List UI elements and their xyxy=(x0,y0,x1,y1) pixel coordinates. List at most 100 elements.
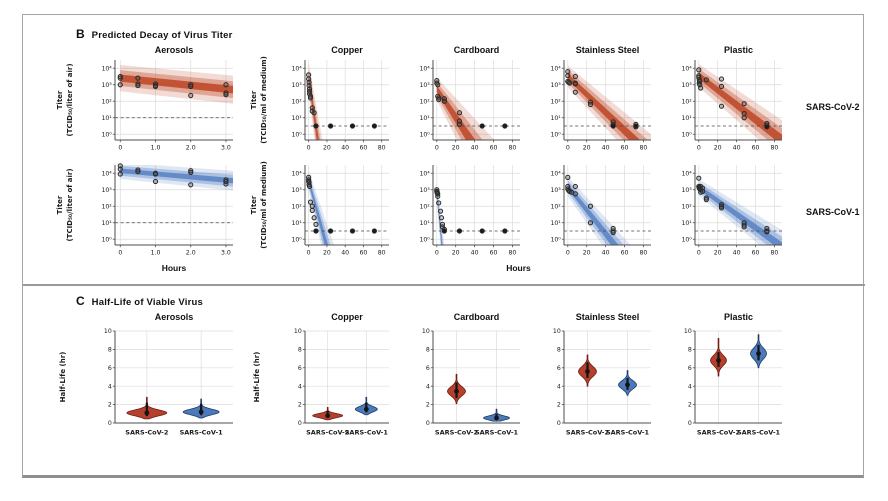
decay-plot-sars-cov-2-aerosols: 10⁰ 10¹ 10² 10³ 10⁴ 0 1.0 2.0 3.0 Titer (TCID₅₀/li… xyxy=(53,56,241,158)
svg-text:Half-Life (hr): Half-Life (hr) xyxy=(59,352,67,403)
svg-text:4: 4 xyxy=(426,383,430,390)
decay-plot-sars-cov-1-copper: 10⁰ 10¹ 10² 10³ 10⁴ 0 20 40 60 80 Titer (TCID₅₀/ml … xyxy=(247,161,397,263)
svg-text:10³: 10³ xyxy=(550,187,561,194)
svg-text:60: 60 xyxy=(490,145,498,152)
svg-text:10¹: 10¹ xyxy=(101,220,112,227)
svg-text:60: 60 xyxy=(359,250,367,257)
violin-chart-svg: SARS-CoV-2 SARS-CoV-1 0 2 4 6 8 10 Half-Life (hr… xyxy=(59,328,233,437)
svg-text:10¹: 10¹ xyxy=(291,220,302,227)
svg-text:20: 20 xyxy=(583,145,591,152)
svg-text:10²: 10² xyxy=(681,98,692,105)
svg-text:60: 60 xyxy=(752,250,760,257)
decay-plot-sars-cov-1-aerosols: 10⁰ 10¹ 10² 10³ 10⁴ 0 1.0 2.0 3.0 Titer (TCID₅₀/li… xyxy=(53,161,241,263)
svg-text:60: 60 xyxy=(490,250,498,257)
svg-text:60: 60 xyxy=(752,145,760,152)
decay-plot-sars-cov-2-cardboard: 10⁰ 10¹ 10² 10³ 10⁴ 0 20 40 60 80 xyxy=(403,56,528,158)
svg-text:8: 8 xyxy=(108,347,112,354)
decay-chart-svg: 10⁰ 10¹ 10² 10³ 10⁴ 0 20 40 60 80 xyxy=(681,60,782,152)
svg-text:Titer: Titer xyxy=(56,90,64,109)
svg-text:10: 10 xyxy=(294,328,302,335)
svg-text:SARS-CoV-1: SARS-CoV-1 xyxy=(475,429,519,437)
svg-text:10²: 10² xyxy=(101,98,112,105)
svg-text:10¹: 10¹ xyxy=(681,220,692,227)
decay-chart-svg: 10⁰ 10¹ 10² 10³ 10⁴ 0 20 40 60 80 Titer (TCID₅₀/ml … xyxy=(250,56,389,152)
panel-c-column-titles: Aerosols Copper Cardboard Stainless Stee… xyxy=(53,312,863,323)
panel-b-column-titles: Aerosols Copper Cardboard Stainless Stee… xyxy=(53,45,863,56)
decay-plot-sars-cov-2-copper: 10⁰ 10¹ 10² 10³ 10⁴ 0 20 40 60 80 Titer (TCID₅₀/ml … xyxy=(247,56,397,158)
svg-text:10⁰: 10⁰ xyxy=(550,131,561,138)
svg-text:20: 20 xyxy=(452,250,460,257)
decay-chart-svg: 10⁰ 10¹ 10² 10³ 10⁴ 0 1.0 2.0 3.0 Titer (TCID₅₀/li… xyxy=(56,60,233,152)
decay-plot-sars-cov-1-plastic: 10⁰ 10¹ 10² 10³ 10⁴ 0 20 40 60 80 xyxy=(665,161,790,263)
svg-text:4: 4 xyxy=(557,383,561,390)
svg-text:10⁰: 10⁰ xyxy=(419,131,430,138)
svg-text:10³: 10³ xyxy=(550,82,561,89)
svg-text:6: 6 xyxy=(688,365,692,372)
svg-text:10⁴: 10⁴ xyxy=(101,170,112,177)
svg-text:2: 2 xyxy=(426,402,430,409)
svg-text:SARS-CoV-1: SARS-CoV-1 xyxy=(606,429,650,437)
decay-row-sars-cov-1: 10⁰ 10¹ 10² 10³ 10⁴ 0 1.0 2.0 3.0 Titer (TCID₅₀/li… xyxy=(53,161,863,263)
panel-c-title: Half-Life of Viable Virus xyxy=(91,297,203,308)
svg-text:10⁴: 10⁴ xyxy=(681,65,692,72)
svg-text:Titer: Titer xyxy=(250,90,258,109)
svg-text:10⁴: 10⁴ xyxy=(681,170,692,177)
panel-divider xyxy=(23,284,865,286)
svg-text:10: 10 xyxy=(684,328,692,335)
svg-text:20: 20 xyxy=(452,145,460,152)
violin-plot-plastic: SARS-CoV-2 SARS-CoV-1 0 2 4 6 8 10 xyxy=(665,323,790,449)
svg-text:6: 6 xyxy=(298,365,302,372)
column-title-stainless-steel: Stainless Steel xyxy=(575,45,640,55)
svg-text:10: 10 xyxy=(104,328,112,335)
svg-text:80: 80 xyxy=(378,145,386,152)
svg-text:80: 80 xyxy=(639,250,647,257)
svg-text:10⁰: 10⁰ xyxy=(550,236,561,243)
svg-text:SARS-CoV-1: SARS-CoV-1 xyxy=(180,429,224,437)
svg-text:2.0: 2.0 xyxy=(186,250,196,257)
column-title-plastic: Plastic xyxy=(723,45,754,55)
svg-text:40: 40 xyxy=(341,250,349,257)
x-axis-label-aerosols: Hours xyxy=(161,263,187,273)
decay-chart-svg: 10⁰ 10¹ 10² 10³ 10⁴ 0 20 40 60 80 xyxy=(681,165,782,257)
row-label-sars-cov-2: SARS-CoV-2 xyxy=(806,102,860,112)
svg-text:4: 4 xyxy=(108,383,112,390)
svg-text:10¹: 10¹ xyxy=(291,115,302,122)
decay-chart-svg: 10⁰ 10¹ 10² 10³ 10⁴ 0 1.0 2.0 3.0 Titer (TCID₅₀/li… xyxy=(56,163,233,257)
svg-text:10¹: 10¹ xyxy=(419,115,430,122)
svg-text:20: 20 xyxy=(714,250,722,257)
svg-text:10⁰: 10⁰ xyxy=(101,131,112,138)
svg-text:10: 10 xyxy=(553,328,561,335)
svg-text:8: 8 xyxy=(557,347,561,354)
decay-plot-sars-cov-2-plastic: 10⁰ 10¹ 10² 10³ 10⁴ 0 20 40 60 80 xyxy=(665,56,790,158)
svg-text:Titer: Titer xyxy=(56,195,64,214)
svg-text:10: 10 xyxy=(422,328,430,335)
column-title-copper: Copper xyxy=(331,45,363,55)
svg-text:10²: 10² xyxy=(101,203,112,210)
svg-text:10³: 10³ xyxy=(681,82,692,89)
svg-text:60: 60 xyxy=(621,250,629,257)
svg-text:2: 2 xyxy=(688,402,692,409)
svg-text:SARS-CoV-2: SARS-CoV-2 xyxy=(435,429,478,437)
svg-text:80: 80 xyxy=(770,250,778,257)
svg-text:2.0: 2.0 xyxy=(186,145,196,152)
svg-text:10⁰: 10⁰ xyxy=(291,131,302,138)
svg-text:8: 8 xyxy=(426,347,430,354)
column-title-copper-c: Copper xyxy=(331,312,363,322)
svg-text:10²: 10² xyxy=(550,203,561,210)
svg-text:20: 20 xyxy=(714,145,722,152)
svg-text:80: 80 xyxy=(639,145,647,152)
panel-c-header: C Half-Life of Viable Virus xyxy=(76,292,863,308)
svg-text:10³: 10³ xyxy=(101,82,112,89)
svg-text:10²: 10² xyxy=(550,98,561,105)
svg-text:10³: 10³ xyxy=(419,187,430,194)
column-title-cardboard-c: Cardboard xyxy=(453,312,500,322)
x-axis-label-surfaces: Hours xyxy=(506,263,531,273)
svg-text:(TCID₅₀/ml of medium): (TCID₅₀/ml of medium) xyxy=(260,161,268,249)
svg-text:10¹: 10¹ xyxy=(101,115,112,122)
svg-text:10²: 10² xyxy=(419,203,430,210)
violin-plot-aerosols: SARS-CoV-2 SARS-CoV-1 0 2 4 6 8 10 Half-Life (hr… xyxy=(53,323,241,449)
svg-text:0: 0 xyxy=(118,250,122,257)
column-title-cardboard: Cardboard xyxy=(453,45,500,55)
